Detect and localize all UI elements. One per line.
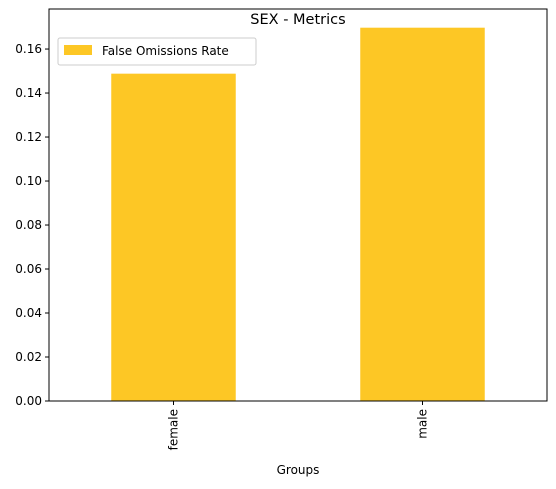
legend-label: False Omissions Rate [102, 44, 229, 58]
x-axis-label: Groups [277, 463, 320, 477]
x-tick-label-female: female [167, 409, 181, 450]
bar-female [111, 73, 236, 401]
legend: False Omissions Rate [57, 37, 257, 66]
y-tick-label: 0.14 [15, 86, 42, 100]
legend-box [57, 37, 257, 66]
bar-male [360, 27, 485, 402]
y-tick-label: 0.08 [15, 218, 42, 232]
x-axis: female male [167, 401, 430, 450]
bars [111, 27, 485, 402]
y-tick-label: 0.12 [15, 130, 42, 144]
y-tick-label: 0.10 [15, 174, 42, 188]
plot-frame [48, 8, 548, 402]
y-axis: 0.00 0.02 0.04 0.06 0.08 0.10 0.12 0.14 0.16 [15, 42, 49, 408]
y-tick-label: 0.02 [15, 350, 42, 364]
x-tick-label-male: male [416, 409, 430, 439]
chart-title: SEX - Metrics [250, 12, 345, 28]
y-tick-label: 0.06 [15, 262, 42, 276]
y-tick-label: 0.00 [15, 394, 42, 408]
y-tick-label: 0.16 [15, 42, 42, 56]
legend-swatch [64, 45, 92, 55]
y-tick-label: 0.04 [15, 306, 42, 320]
